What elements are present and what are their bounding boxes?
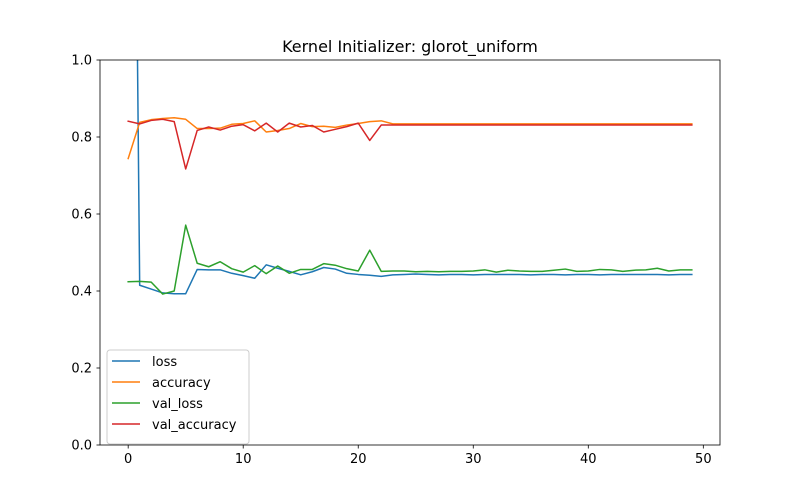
y-tick-label: 1.0: [71, 54, 92, 69]
y-tick-label: 0.2: [71, 362, 92, 377]
y-tick-label: 0.4: [71, 285, 92, 300]
x-tick-label: 30: [465, 452, 482, 467]
x-tick-label: 40: [580, 452, 597, 467]
legend-label-loss: loss: [152, 355, 177, 370]
plot-frame: [99, 59, 721, 446]
series-line-val-accuracy: [127, 118, 693, 170]
y-tick-label: 0.0: [71, 439, 92, 454]
legend-label-accuracy: accuracy: [152, 376, 211, 391]
series-line-loss: [136, 60, 693, 295]
series-layer: [127, 60, 693, 295]
legend-label-val-accuracy: val_accuracy: [152, 418, 237, 433]
x-tick-label: 50: [695, 452, 712, 467]
legend: loss accuracy val_loss val_accuracy: [106, 349, 250, 445]
x-tick-label: 0: [124, 452, 132, 467]
legend-label-val-loss: val_loss: [152, 397, 203, 412]
x-tick-label: 10: [235, 452, 252, 467]
series-line-val-loss: [127, 224, 693, 295]
y-tick-label: 0.6: [71, 208, 92, 223]
axes-layer: 0 10 20 30 40 50 0.0 0.2 0.4 0.6 0.8 1.0: [71, 54, 721, 467]
x-tick-label: 20: [350, 452, 367, 467]
legend-box: [106, 349, 250, 445]
series-line-accuracy: [127, 117, 693, 160]
y-tick-label: 0.8: [71, 131, 92, 146]
chart-title: Kernel Initializer: glorot_uniform: [282, 37, 538, 57]
